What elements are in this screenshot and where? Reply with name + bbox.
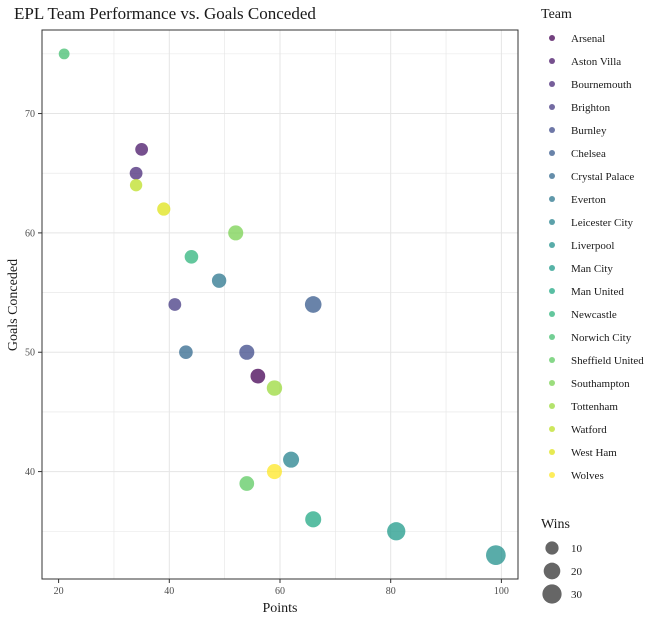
size-legend-label: 10 — [571, 543, 583, 555]
legend-item-label: Chelsea — [571, 148, 606, 160]
data-point — [168, 298, 182, 311]
data-point — [387, 522, 406, 541]
data-point — [486, 545, 506, 565]
legend-item-label: Crystal Palace — [571, 171, 634, 183]
x-tick-label: 60 — [275, 586, 285, 597]
data-point — [239, 344, 255, 360]
legend-item-label: Man United — [571, 286, 624, 298]
legend-key — [549, 288, 555, 294]
legend-key — [549, 403, 555, 409]
data-point — [228, 225, 244, 241]
wins-legend-title: Wins — [541, 517, 570, 532]
wins-legend: Wins 10 20 30 — [541, 517, 583, 604]
legend-item-label: Man City — [571, 263, 613, 275]
legend-key — [549, 35, 555, 41]
legend-item-label: Watford — [571, 424, 607, 436]
x-tick-label: 80 — [386, 586, 396, 597]
team-legend-title: Team — [541, 7, 572, 22]
data-point — [250, 368, 266, 384]
legend-item-label: Tottenham — [571, 401, 618, 413]
data-points — [58, 48, 506, 565]
x-tick-label: 40 — [164, 586, 174, 597]
legend-item-label: Newcastle — [571, 309, 617, 321]
data-point — [157, 202, 171, 216]
legend-key — [549, 58, 555, 64]
legend-item-label: Bournemouth — [571, 79, 632, 91]
legend-key — [549, 219, 555, 225]
legend-key — [549, 334, 555, 340]
legend-item-label: Arsenal — [571, 33, 605, 45]
data-point — [129, 178, 143, 192]
size-legend-key — [545, 541, 559, 555]
size-legend-key — [543, 562, 561, 580]
legend-item-label: Liverpool — [571, 240, 614, 252]
legend-key — [549, 311, 555, 317]
size-legend-label: 30 — [571, 589, 583, 601]
legend-key — [549, 242, 555, 248]
y-tick-label: 40 — [25, 467, 35, 478]
legend-item-label: Sheffield United — [571, 355, 644, 367]
legend-item-label: Aston Villa — [571, 56, 621, 68]
legend-item-label: Southampton — [571, 378, 630, 390]
legend-item-label: Everton — [571, 194, 606, 206]
size-legend-label: 20 — [571, 566, 583, 578]
legend-key — [549, 150, 555, 156]
x-axis-ticks: 20 40 60 80 100 — [54, 579, 509, 597]
data-point — [266, 464, 282, 480]
x-tick-label: 20 — [54, 586, 64, 597]
data-point — [211, 273, 227, 288]
size-legend-key — [542, 584, 562, 604]
legend-item-label: Burnley — [571, 125, 607, 137]
y-tick-label: 50 — [25, 348, 35, 359]
chart-title: EPL Team Performance vs. Goals Conceded — [14, 4, 316, 23]
x-axis-title: Points — [262, 601, 297, 616]
data-point — [283, 451, 300, 468]
legend-key — [549, 357, 555, 363]
data-point — [266, 380, 283, 396]
legend-key — [549, 449, 555, 455]
data-point — [58, 48, 70, 60]
team-legend: Team Arsenal Aston Villa Bournemouth Bright… — [541, 7, 644, 482]
data-point — [129, 166, 143, 180]
data-point — [305, 511, 322, 528]
legend-item-label: West Ham — [571, 447, 617, 459]
data-point — [304, 296, 322, 313]
data-point — [239, 476, 255, 491]
plot-area — [41, 29, 519, 580]
legend-key — [549, 265, 555, 271]
legend-key — [549, 81, 555, 87]
legend-key — [549, 104, 555, 110]
legend-key — [549, 380, 555, 386]
legend-item-label: Brighton — [571, 102, 611, 114]
legend-key — [549, 426, 555, 432]
legend-key — [549, 196, 555, 202]
y-tick-label: 70 — [25, 109, 35, 120]
data-point — [184, 249, 199, 264]
y-axis-title: Goals Conceded — [6, 259, 21, 351]
y-tick-label: 60 — [25, 228, 35, 239]
legend-item-label: Wolves — [571, 470, 604, 482]
x-tick-label: 100 — [494, 586, 509, 597]
legend-key — [549, 127, 555, 133]
y-axis-ticks: 40 50 60 70 — [25, 109, 42, 478]
legend-key — [549, 173, 555, 179]
data-point — [135, 142, 149, 156]
data-point — [179, 345, 193, 360]
legend-item-label: Norwich City — [571, 332, 632, 344]
legend-item-label: Leicester City — [571, 217, 634, 229]
legend-key — [549, 472, 555, 478]
